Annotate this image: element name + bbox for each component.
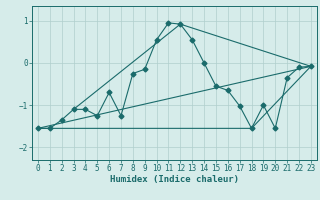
X-axis label: Humidex (Indice chaleur): Humidex (Indice chaleur) [110, 175, 239, 184]
